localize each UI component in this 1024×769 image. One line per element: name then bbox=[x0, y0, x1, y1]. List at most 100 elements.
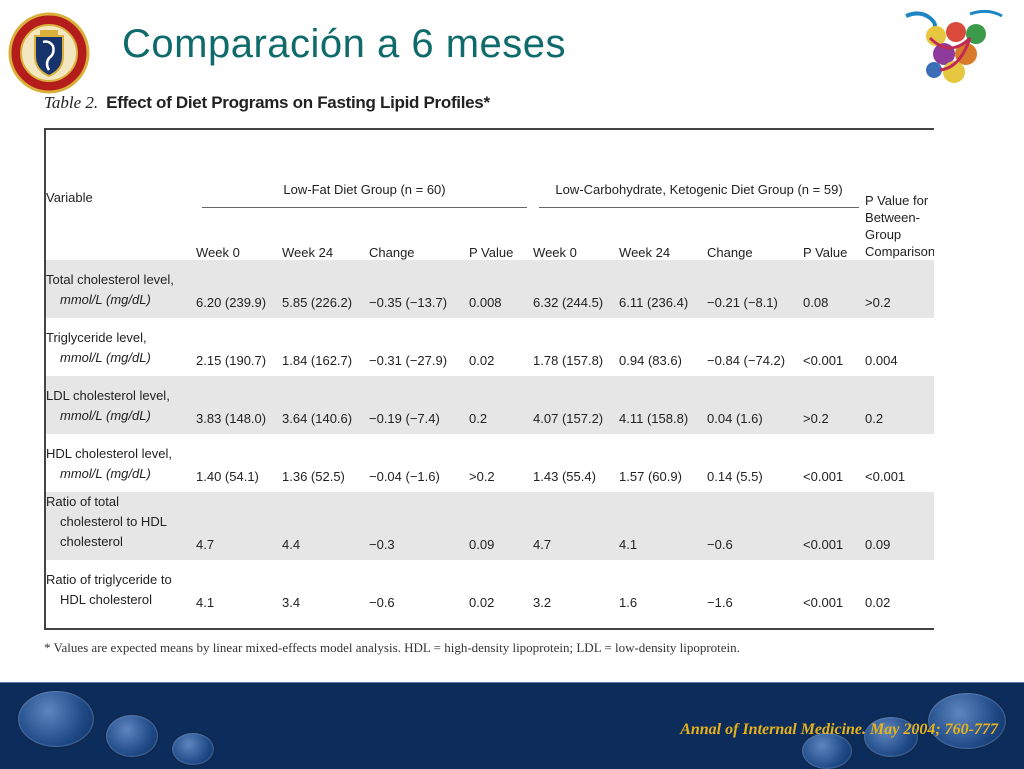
table-cell: 0.008 bbox=[469, 260, 534, 318]
table-header-row-2: Week 0 Week 24 Change P Value Week 0 Wee… bbox=[46, 208, 934, 260]
lipid-table-frame: Variable Low-Fat Diet Group (n = 60) Low… bbox=[44, 128, 934, 630]
table-cell: −0.04 (−1.6) bbox=[369, 469, 440, 484]
table-cell: 0.09 bbox=[469, 492, 534, 560]
table-cell: 3.64 (140.6) bbox=[282, 376, 369, 434]
table-cell: <0.001 bbox=[803, 469, 844, 484]
table-cell: 2.15 (190.7) bbox=[196, 353, 267, 368]
bubble-decoration bbox=[104, 713, 160, 759]
university-seal-icon bbox=[8, 12, 90, 94]
table-cell: −0.19 (−7.4) bbox=[369, 376, 469, 434]
row-label: Ratio of total cholesterol to HDL choleste… bbox=[46, 492, 196, 560]
subheader-week0: Week 0 bbox=[533, 245, 577, 260]
table-row: HDL cholesterol level, mmol/L (mg/dL) 1.4… bbox=[46, 434, 934, 492]
subheader-week24: Week 24 bbox=[619, 245, 671, 260]
table-cell: 4.11 (158.8) bbox=[619, 376, 708, 434]
table-row: Triglyceride level, mmol/L (mg/dL) 2.15 (… bbox=[46, 318, 934, 376]
table-cell: 0.02 bbox=[865, 595, 891, 610]
table-row: Ratio of triglyceride to HDL cholesterol … bbox=[46, 560, 934, 618]
table-cell: 1.6 bbox=[619, 595, 638, 610]
table-cell: −0.31 (−27.9) bbox=[369, 353, 448, 368]
header-blank bbox=[46, 208, 196, 260]
slide-title: Comparación a 6 meses bbox=[122, 22, 567, 66]
table-cell: −0.3 bbox=[369, 492, 469, 560]
citation: Annal of Internal Medicine. May 2004; 76… bbox=[680, 721, 998, 738]
table-cell: 1.57 (60.9) bbox=[619, 469, 682, 484]
table-caption: Table 2. Effect of Diet Programs on Fasti… bbox=[44, 93, 490, 113]
table-row: Total cholesterol level, mmol/L (mg/dL) 6… bbox=[46, 260, 934, 318]
row-label: Ratio of triglyceride to HDL cholesterol bbox=[46, 572, 172, 607]
table-cell: 0.14 (5.5) bbox=[707, 469, 763, 484]
table-cell: <0.001 bbox=[803, 492, 866, 560]
table-cell: 0.08 bbox=[803, 260, 866, 318]
table-cell: −0.84 (−74.2) bbox=[707, 353, 786, 368]
bubble-decoration bbox=[800, 731, 854, 769]
group2-header: Low-Carbohydrate, Ketogenic Diet Group (… bbox=[533, 130, 865, 208]
table-cell: 0.09 bbox=[865, 492, 934, 560]
table-cell: 0.04 (1.6) bbox=[707, 376, 804, 434]
table-cell: 6.32 (244.5) bbox=[533, 260, 620, 318]
table-cell: <0.001 bbox=[803, 595, 844, 610]
lipid-profile-table: Variable Low-Fat Diet Group (n = 60) Low… bbox=[46, 130, 934, 618]
table-cell: −0.21 (−8.1) bbox=[707, 260, 804, 318]
table-cell: 0.004 bbox=[865, 353, 898, 368]
colorful-molecules-icon bbox=[905, 9, 1003, 83]
table-cell: 1.43 (55.4) bbox=[533, 469, 596, 484]
bubble-decoration bbox=[16, 689, 96, 749]
variable-header: Variable bbox=[46, 190, 93, 205]
table-cell: 3.4 bbox=[282, 595, 301, 610]
table-cell: 1.84 (162.7) bbox=[282, 353, 353, 368]
table-cell: 0.02 bbox=[469, 595, 495, 610]
table-row: Ratio of total cholesterol to HDL choleste… bbox=[46, 492, 934, 560]
table-cell: −1.6 bbox=[707, 595, 733, 610]
left-logo bbox=[8, 12, 90, 94]
bubble-decoration bbox=[926, 691, 1008, 751]
table-cell: −0.6 bbox=[369, 595, 395, 610]
subheader-week0: Week 0 bbox=[196, 245, 240, 260]
table-cell: 6.11 (236.4) bbox=[619, 260, 708, 318]
table-cell: −0.6 bbox=[707, 492, 804, 560]
table-cell: 4.1 bbox=[196, 595, 215, 610]
row-label: LDL cholesterol level, mmol/L (mg/dL) bbox=[46, 376, 196, 434]
table-cell: 0.2 bbox=[469, 376, 534, 434]
table-cell: 1.78 (157.8) bbox=[533, 353, 604, 368]
table-cell: >0.2 bbox=[865, 260, 934, 318]
group1-header: Low-Fat Diet Group (n = 60) bbox=[196, 130, 533, 208]
table-cell: >0.2 bbox=[469, 469, 495, 484]
subheader-pvalue: P Value bbox=[803, 245, 848, 260]
table-cell: 3.83 (148.0) bbox=[196, 376, 282, 434]
row-label: Triglyceride level, mmol/L (mg/dL) bbox=[46, 330, 151, 365]
subheader-week24: Week 24 bbox=[282, 245, 334, 260]
table-cell: 5.85 (226.2) bbox=[282, 260, 369, 318]
subheader-change: Change bbox=[707, 245, 753, 260]
row-label: Total cholesterol level, mmol/L (mg/dL) bbox=[46, 260, 196, 318]
subheader-change: Change bbox=[369, 245, 415, 260]
table-header-row-1: Variable Low-Fat Diet Group (n = 60) Low… bbox=[46, 130, 934, 259]
bubble-decoration bbox=[170, 731, 216, 767]
table-cell: 4.07 (157.2) bbox=[533, 376, 620, 434]
table-cell: 1.36 (52.5) bbox=[282, 469, 345, 484]
table-cell: 4.7 bbox=[196, 492, 282, 560]
table-cell: −0.35 (−13.7) bbox=[369, 260, 469, 318]
table-cell: >0.2 bbox=[803, 376, 866, 434]
table-cell: 0.2 bbox=[865, 376, 934, 434]
table-caption-title: Effect of Diet Programs on Fasting Lipid… bbox=[106, 93, 490, 112]
table-cell: 0.94 (83.6) bbox=[619, 353, 682, 368]
table-footnote: * Values are expected means by linear mi… bbox=[44, 640, 740, 655]
subheader-pvalue: P Value bbox=[469, 245, 514, 260]
table-caption-number: Table 2. bbox=[44, 93, 99, 112]
table-cell: 4.4 bbox=[282, 492, 369, 560]
table-cell: <0.001 bbox=[865, 469, 906, 484]
table-cell: 6.20 (239.9) bbox=[196, 260, 282, 318]
table-cell: 3.2 bbox=[533, 595, 552, 610]
table-row: LDL cholesterol level, mmol/L (mg/dL) 3.8… bbox=[46, 376, 934, 434]
table-cell: <0.001 bbox=[803, 353, 844, 368]
row-label: HDL cholesterol level, mmol/L (mg/dL) bbox=[46, 446, 172, 481]
table-cell: 4.1 bbox=[619, 492, 708, 560]
bubble-decoration bbox=[862, 715, 920, 759]
table-cell: 0.02 bbox=[469, 353, 495, 368]
table-cell: 1.40 (54.1) bbox=[196, 469, 259, 484]
table-cell: 4.7 bbox=[533, 492, 620, 560]
comparison-header: P Value for Between- Group Comparison bbox=[865, 193, 934, 259]
right-logo bbox=[900, 8, 1010, 88]
bottom-band: Annal of Internal Medicine. May 2004; 76… bbox=[0, 682, 1024, 769]
